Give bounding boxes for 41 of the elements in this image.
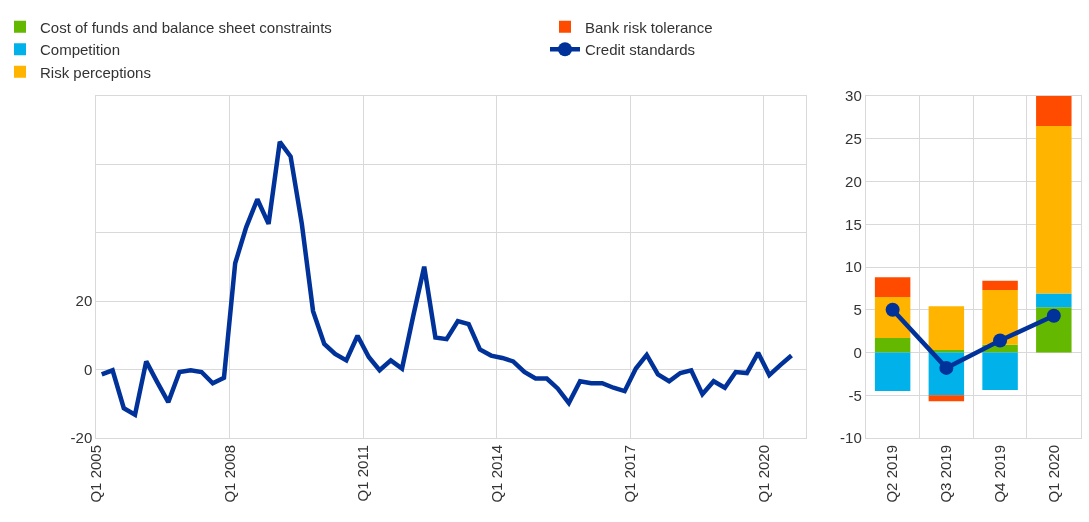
y-tick-label: 20 [75, 292, 93, 310]
legend-label: Credit standards [585, 41, 696, 59]
bar [982, 352, 1018, 391]
x-tick-label: Q4 2019 [990, 445, 1008, 503]
y-tick-label: 0 [83, 360, 93, 378]
bar [1036, 96, 1072, 126]
y-tick-label: 30 [845, 87, 862, 105]
y-tick-label: 15 [845, 215, 862, 233]
bar [1036, 293, 1072, 308]
line-series [99, 139, 794, 417]
bar [982, 280, 1018, 291]
legend-label: Cost of funds and balance sheet constraints [40, 18, 332, 36]
bar [874, 352, 911, 391]
x-tick-label: Q3 2019 [937, 445, 955, 503]
bar [928, 306, 965, 350]
bar [874, 277, 911, 297]
y-tick-label: 25 [845, 130, 862, 147]
bar [874, 337, 911, 353]
legend-label: Risk perceptions [40, 63, 151, 81]
y-tick-label: 5 [853, 301, 862, 318]
x-tick-label: Q1 2014 [487, 445, 505, 503]
point [1046, 308, 1061, 323]
y-tick-label: -10 [840, 429, 862, 447]
x-tick-label: Q1 2017 [621, 445, 639, 503]
legend-label: Competition [40, 41, 121, 59]
y-tick-label: -5 [848, 386, 862, 404]
legend-label: Bank risk tolerance [585, 18, 713, 36]
point [885, 302, 900, 317]
y-tick-label: 0 [853, 343, 862, 361]
x-tick-label: Q1 2020 [754, 445, 772, 503]
x-tick-label: Q1 2011 [354, 445, 372, 502]
y-tick-label: 10 [845, 258, 862, 276]
y-tick-label: 20 [845, 172, 862, 190]
x-tick-label: Q1 2020 [1044, 445, 1062, 503]
bar [928, 395, 965, 402]
bar [1036, 125, 1072, 294]
x-tick-label: Q1 2005 [87, 445, 105, 503]
point [993, 333, 1008, 348]
y-tick-label: -20 [70, 429, 93, 447]
x-tick-label: Q1 2008 [220, 445, 238, 503]
x-tick-label: Q2 2019 [883, 445, 901, 503]
